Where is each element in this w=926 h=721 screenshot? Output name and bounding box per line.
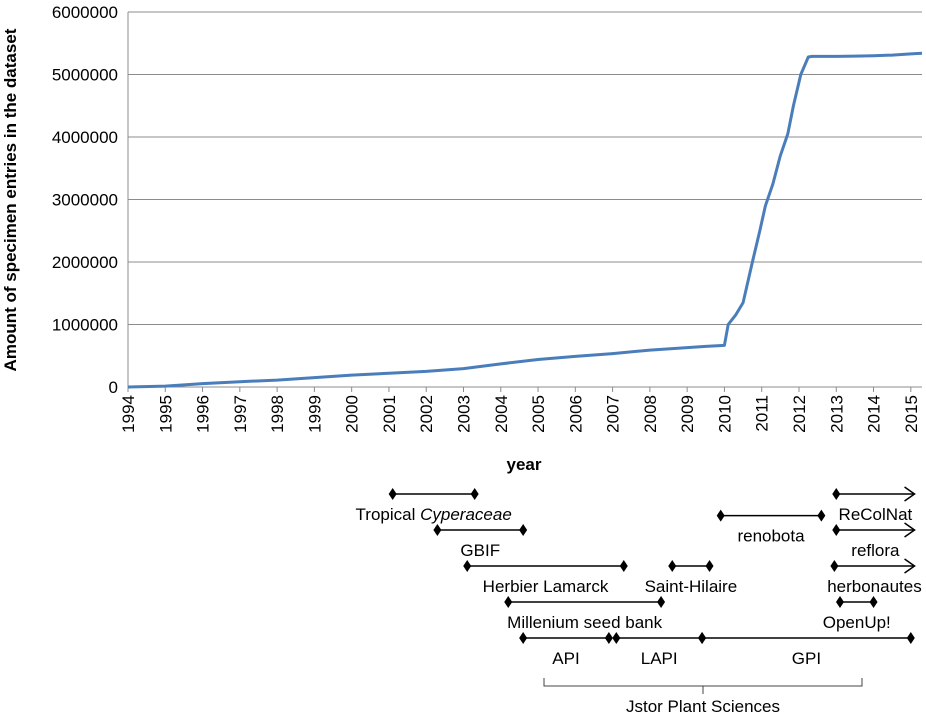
timeline-endpoint: [835, 596, 844, 608]
timeline-endpoint: [716, 509, 725, 522]
timeline-endpoint: [817, 509, 826, 522]
timeline-endpoint: [612, 632, 621, 644]
timeline-endpoint: [519, 524, 528, 536]
x-tick-label: 1994: [119, 395, 138, 433]
timeline-endpoint: [698, 632, 707, 644]
y-tick-label: 6000000: [52, 3, 118, 22]
timeline-arrowhead: [904, 558, 916, 574]
timeline-project: Tropical Cyperaceae: [356, 488, 512, 524]
timeline-endpoint: [470, 488, 479, 500]
timeline-endpoint: [869, 596, 878, 608]
timeline-endpoint: [604, 632, 613, 644]
timeline-label: Herbier Lamarck: [483, 577, 609, 596]
timeline-label: renobota: [737, 527, 805, 546]
y-tick-label: 2000000: [52, 253, 118, 272]
timeline-label: Tropical Cyperaceae: [356, 505, 512, 524]
x-tick-label: 2011: [753, 395, 772, 432]
x-tick-label: 1995: [156, 395, 175, 433]
timeline-project: Herbier Lamarck: [463, 560, 628, 596]
x-tick-label: 1999: [305, 395, 324, 433]
timeline-label: Millenium seed bank: [507, 613, 662, 632]
timeline-arrowhead: [904, 522, 916, 538]
timeline-endpoint: [830, 560, 839, 572]
timeline-endpoint: [832, 488, 841, 500]
timeline-label: ReColNat: [839, 505, 913, 524]
y-tick-label: 0: [109, 378, 118, 397]
x-tick-label: 1997: [231, 395, 250, 433]
timeline-label: GBIF: [460, 541, 500, 560]
y-tick-labels: 0 1000000 2000000 3000000 4000000 5000000 6000…: [52, 3, 118, 397]
x-axis-title: year: [507, 455, 542, 474]
x-tick-label: 2005: [529, 395, 548, 433]
timeline-project: renobota: [716, 509, 826, 546]
timeline-label: Saint-Hilaire: [645, 577, 738, 596]
timeline-endpoint: [832, 524, 841, 536]
x-tick-label: 2001: [380, 395, 399, 433]
timeline-project: herbonautes: [827, 558, 922, 596]
timeline-endpoint: [388, 488, 397, 500]
x-tick-label: 2009: [678, 395, 697, 433]
jstor-group-label: Jstor Plant Sciences: [626, 697, 780, 716]
x-tick-labels: 1994 1995 1996 1997 1998 1999 2000 2001 2002 2003…: [119, 387, 921, 433]
x-tick-label: 2012: [790, 395, 809, 433]
timeline-label: GPI: [792, 649, 821, 668]
timeline-endpoint: [657, 596, 666, 608]
y-tick-label: 5000000: [52, 66, 118, 85]
y-tick-label: 4000000: [52, 128, 118, 147]
timeline-project: LAPI: [612, 632, 707, 668]
timeline-endpoint: [504, 596, 513, 608]
timeline-project: GBIF: [433, 524, 528, 560]
timeline-endpoint: [463, 560, 472, 572]
timeline-project: GPI: [698, 632, 915, 668]
timeline-project: Millenium seed bank: [504, 596, 666, 632]
x-tick-label: 2007: [604, 395, 623, 433]
x-tick-label: 1998: [268, 395, 287, 433]
project-timeline: Tropical Cyperaceae renobota ReColNat GBIF r…: [356, 486, 922, 668]
x-tick-label: 2000: [343, 395, 362, 433]
grid-lines: [128, 11, 922, 325]
timeline-arrowhead: [904, 486, 916, 502]
x-tick-label: 2015: [902, 395, 921, 433]
x-tick-label: 1996: [194, 395, 213, 433]
timeline-label: API: [552, 649, 579, 668]
x-tick-label: 2002: [417, 395, 436, 433]
x-tick-label: 2013: [827, 395, 846, 433]
timeline-label: reflora: [851, 541, 900, 560]
jstor-bracket: Jstor Plant Sciences: [543, 678, 863, 716]
timeline-label: herbonautes: [827, 577, 922, 596]
series-line: [127, 51, 923, 389]
timeline-endpoint: [705, 560, 714, 572]
timeline-endpoint: [433, 524, 442, 536]
timeline-endpoint: [519, 632, 528, 644]
timeline-endpoint: [906, 632, 915, 644]
timeline-endpoint: [619, 560, 628, 572]
series-layer: [127, 51, 923, 389]
x-tick-label: 2010: [715, 395, 734, 433]
timeline-label: LAPI: [641, 649, 678, 668]
x-tick-label: 2006: [566, 395, 585, 433]
axes: [127, 12, 922, 388]
x-tick-label: 2004: [492, 395, 511, 433]
jstor-bracket-line: [543, 678, 863, 694]
y-axis-title: Amount of specimen entries in the datase…: [1, 28, 20, 371]
timeline-label: OpenUp!: [823, 613, 891, 632]
y-tick-label: 1000000: [52, 316, 118, 335]
timeline-endpoint: [668, 560, 677, 572]
timeline-project: API: [519, 632, 613, 668]
y-tick-label: 3000000: [52, 191, 118, 210]
timeline-project: reflora: [832, 522, 916, 560]
x-tick-label: 2014: [865, 395, 884, 433]
timeline-project: OpenUp!: [823, 596, 891, 632]
x-tick-label: 2008: [641, 395, 660, 433]
timeline-project: Saint-Hilaire: [645, 560, 738, 596]
timeline-project: ReColNat: [832, 486, 916, 524]
x-tick-label: 2003: [454, 395, 473, 433]
